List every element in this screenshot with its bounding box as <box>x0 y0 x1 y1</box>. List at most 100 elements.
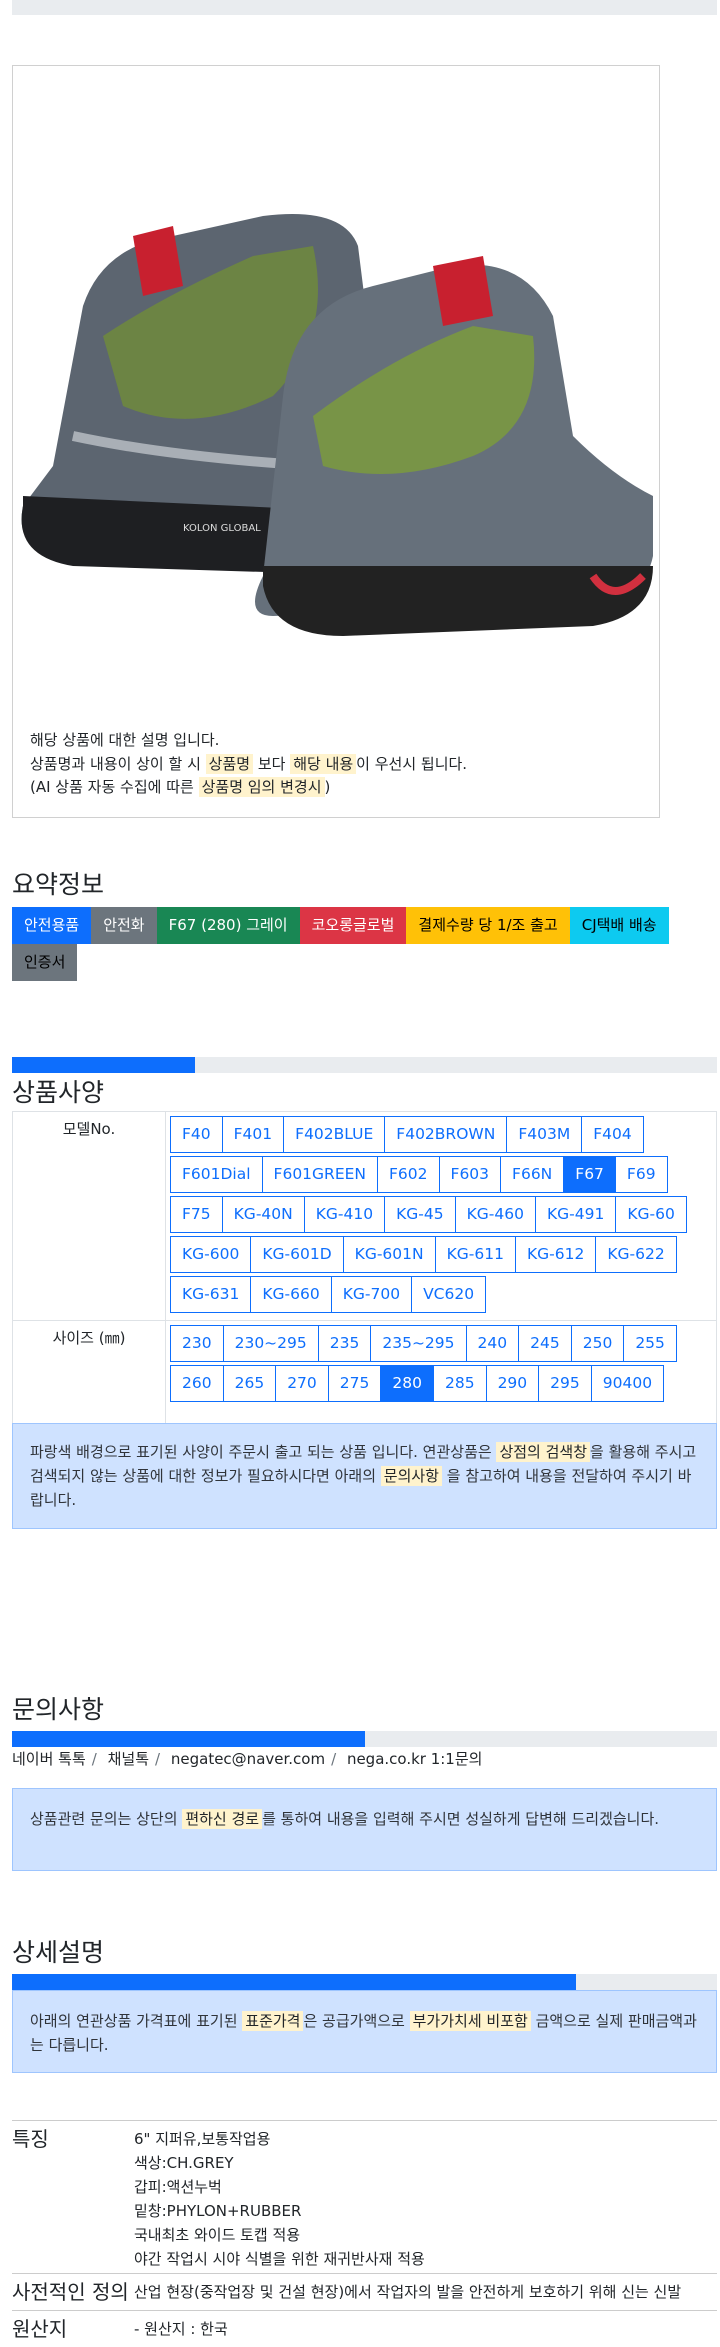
link-website-inquiry[interactable]: nega.co.kr 1:1문의 <box>346 1750 483 1768</box>
size-option[interactable]: 265 <box>222 1365 277 1402</box>
detail-table: 특징 6" 지퍼유,보통작업용 색상:CH.GREY 갑피:액션누벅 밑창:PHYLON… <box>12 2120 717 2347</box>
right-boot <box>255 256 653 636</box>
size-option[interactable]: 260 <box>170 1365 224 1402</box>
model-option[interactable]: KG-601D <box>250 1236 344 1273</box>
size-option[interactable]: 285 <box>432 1365 487 1402</box>
size-option[interactable]: 295 <box>538 1365 592 1402</box>
size-option[interactable]: 255 <box>623 1325 677 1362</box>
size-option[interactable]: 230 <box>170 1325 224 1362</box>
size-option[interactable]: 240 <box>465 1325 520 1362</box>
detail-line: 색상:CH.GREY <box>134 2154 234 2172</box>
size-label: 사이즈 (㎜) <box>13 1321 166 1423</box>
highlight: 부가가치세 비포함 <box>409 2011 531 2031</box>
link-navertalk[interactable]: 네이버 톡톡 <box>12 1750 86 1768</box>
model-option[interactable]: KG-60 <box>615 1196 687 1233</box>
size-options: 230 230~295 235 235~295 240 245 250 255 260 265 27… <box>166 1321 716 1423</box>
spec-title: 상품사양 <box>12 1078 105 1107</box>
model-option[interactable]: KG-491 <box>534 1196 617 1233</box>
notice-line: 상품명과 내용이 상이 할 시 상품명 보다 해당 내용 이 우선시 됩니다. <box>30 753 467 777</box>
text: 금액으로 실제 판매금액과는 다릅니다. <box>30 2012 697 2054</box>
size-option[interactable]: 235~295 <box>370 1325 467 1362</box>
product-image: KOLON GLOBAL <box>21 214 653 636</box>
text: 이 우선시 됩니다. <box>356 754 468 773</box>
model-option[interactable]: F40 <box>170 1116 223 1153</box>
summary-title: 요약정보 <box>12 870 105 899</box>
summary-badges: 안전용품 안전화 F67 (280) 그레이 코오롱글로벌 결제수량 당 1/조 출고 C… <box>12 907 692 981</box>
detail-title: 상세설명 <box>12 1938 105 1967</box>
detail-value: - 원산지 : 한국 <box>134 2313 717 2345</box>
model-option[interactable]: KG-601N <box>342 1236 436 1273</box>
model-option[interactable]: KG-700 <box>330 1276 413 1313</box>
size-option[interactable]: 245 <box>518 1325 572 1362</box>
top-bar <box>12 0 717 15</box>
spec-table: 모델No. F40 F401 F402BLUE F402BROWN F403M F404 F… <box>12 1111 717 1529</box>
detail-row: 사전적인 정의 산업 현장(중작업장 및 건설 현장)에서 작업자의 발을 안전하… <box>12 2273 717 2310</box>
text: 을 활용해 주시고 검색되지 않는 상품에 대한 정보가 필요하시다면 아래의 <box>30 1443 697 1485</box>
separator: / <box>155 1750 161 1768</box>
model-option[interactable]: VC620 <box>411 1276 487 1313</box>
size-option[interactable]: 250 <box>570 1325 625 1362</box>
model-option[interactable]: F402BLUE <box>283 1116 386 1153</box>
model-option[interactable]: KG-45 <box>384 1196 456 1233</box>
model-option[interactable]: KG-611 <box>434 1236 516 1273</box>
text: 보다 <box>253 754 291 773</box>
size-option[interactable]: 235 <box>317 1325 372 1362</box>
detail-key: 특징 <box>12 2127 49 2151</box>
size-option[interactable]: 280 <box>380 1365 434 1402</box>
link-channeltalk[interactable]: 채널톡 <box>107 1750 150 1768</box>
link-email[interactable]: negatec@naver.com <box>170 1750 326 1768</box>
summary-badge: 안전용품 <box>12 907 92 944</box>
summary-badge: 안전화 <box>91 907 157 944</box>
model-option[interactable]: F403M <box>506 1116 583 1153</box>
model-option[interactable]: KG-612 <box>514 1236 597 1273</box>
text: 아래의 연관상품 가격표에 표기된 <box>30 2012 243 2030</box>
detail-value: 6" 지퍼유,보통작업용 색상:CH.GREY 갑피:액션누벅 밑창:PHYLON+R… <box>134 2123 717 2271</box>
detail-line: 산업 현장(중작업장 및 건설 현장)에서 작업자의 발을 안전하게 보호하기 … <box>134 2283 682 2301</box>
model-option[interactable]: F603 <box>438 1156 502 1193</box>
summary-badge: CJ택배 배송 <box>569 907 669 944</box>
model-option[interactable]: F601GREEN <box>261 1156 379 1193</box>
text: 상품명과 내용이 상이 할 시 <box>30 754 206 773</box>
model-option[interactable]: F75 <box>170 1196 223 1233</box>
model-option[interactable]: KG-660 <box>250 1276 332 1313</box>
size-option[interactable]: 290 <box>485 1365 540 1402</box>
progress-fill <box>12 1974 576 1990</box>
model-option[interactable]: F402BROWN <box>384 1116 508 1153</box>
model-option[interactable]: KG-600 <box>170 1236 252 1273</box>
text: 상품관련 문의는 상단의 <box>30 1810 183 1828</box>
product-image-box: KOLON GLOBAL 해당 상품에 대한 설명 입니다. 상품명과 내용이 … <box>12 65 660 818</box>
progress-fill <box>12 1731 365 1747</box>
model-option[interactable]: KG-631 <box>170 1276 252 1313</box>
detail-line: 갑피:액션누벅 <box>134 2178 222 2196</box>
highlight: 표준가격 <box>242 2011 304 2031</box>
model-option[interactable]: KG-460 <box>454 1196 536 1233</box>
model-option[interactable]: F404 <box>581 1116 644 1153</box>
size-row: 사이즈 (㎜) 230 230~295 235 235~295 240 245 250 255… <box>13 1321 716 1423</box>
highlight: 문의사항 <box>380 1466 442 1486</box>
model-option[interactable]: F602 <box>377 1156 440 1193</box>
model-option[interactable]: KG-410 <box>303 1196 386 1233</box>
model-option[interactable]: KG-40N <box>221 1196 305 1233</box>
model-option[interactable]: F69 <box>614 1156 668 1193</box>
detail-value: 산업 현장(중작업장 및 건설 현장)에서 작업자의 발을 안전하게 보호하기 … <box>134 2276 717 2308</box>
size-option[interactable]: 230~295 <box>222 1325 319 1362</box>
text: 파랑색 배경으로 표기된 사양이 주문시 출고 되는 상품 입니다. 연관상품은 <box>30 1443 497 1461</box>
inquiry-links: 네이버 톡톡 / 채널톡 / negatec@naver.com / nega.co.… <box>12 1748 482 1769</box>
size-option[interactable]: 275 <box>327 1365 382 1402</box>
model-option[interactable]: F401 <box>221 1116 285 1153</box>
text: 을 참고하여 내용을 전달하여 주시기 바랍니다. <box>30 1467 692 1509</box>
detail-row: 원산지 - 원산지 : 한국 <box>12 2310 717 2347</box>
detail-progress <box>12 1974 717 1990</box>
summary-badge: 코오롱글로벌 <box>299 907 407 944</box>
model-option[interactable]: F66N <box>500 1156 565 1193</box>
text: 를 통하여 내용을 입력해 주시면 성실하게 답변해 드리겠습니다. <box>262 1810 660 1828</box>
model-option[interactable]: KG-622 <box>595 1236 677 1273</box>
model-option[interactable]: F601Dial <box>170 1156 263 1193</box>
detail-note: 아래의 연관상품 가격표에 표기된 표준가격 은 공급가액으로 부가가치세 비포함… <box>12 1990 717 2073</box>
size-option[interactable]: 270 <box>275 1365 329 1402</box>
model-option[interactable]: F67 <box>563 1156 616 1193</box>
brand-logo-text: KOLON GLOBAL <box>183 523 261 534</box>
highlight: 해당 내용 <box>290 753 357 774</box>
size-option[interactable]: 90400 <box>590 1365 665 1402</box>
detail-line: 밑창:PHYLON+RUBBER <box>134 2202 302 2220</box>
